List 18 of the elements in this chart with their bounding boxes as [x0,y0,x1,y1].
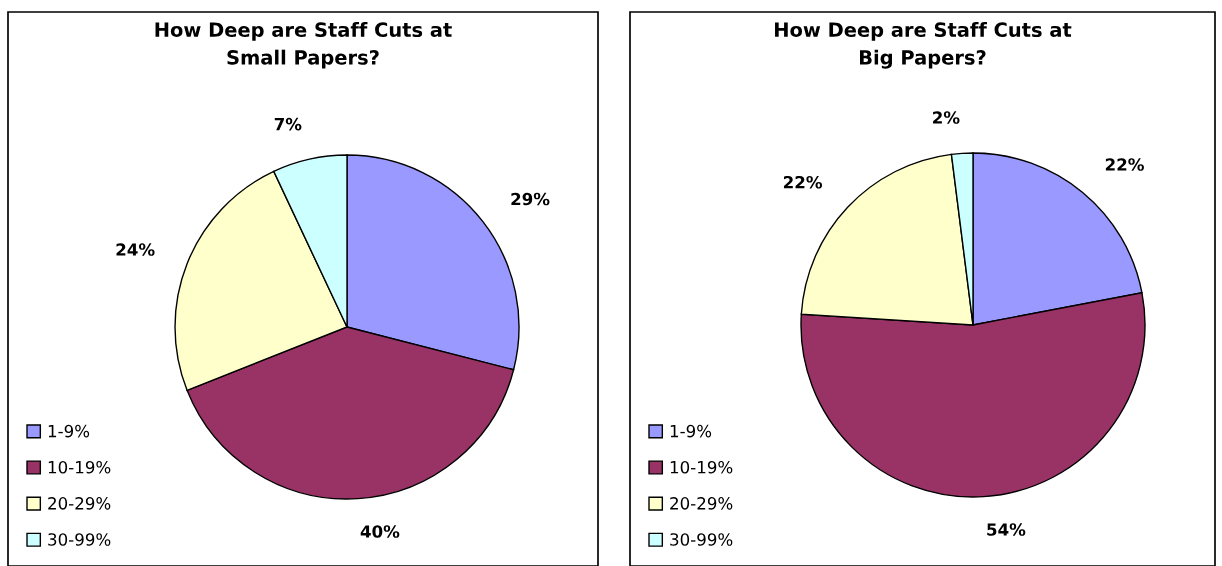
data-label: 22% [783,175,823,189]
data-label: 24% [116,243,155,256]
legend-label: 1-9% [670,424,712,438]
data-label: 54% [987,523,1026,536]
chart-title: How Deep are Staff Cuts at Big Papers? [775,22,1072,69]
data-label: 40% [360,525,400,538]
legend-label: 1-9% [48,424,90,438]
data-label: 2% [933,111,960,124]
data-label: 29% [511,192,550,206]
legend-label: 20-29% [48,497,111,510]
legend-label: 10-19% [670,460,733,474]
legend-label: 20-29% [670,497,733,510]
legend-label: 30-99% [670,533,733,546]
legend-label: 30-99% [48,533,111,546]
data-label: 7% [274,117,302,131]
legend-label: 10-19% [48,460,111,474]
data-label: 22% [1105,158,1144,171]
chart-title: How Deep are Staff Cuts at Small Papers? [155,22,452,69]
